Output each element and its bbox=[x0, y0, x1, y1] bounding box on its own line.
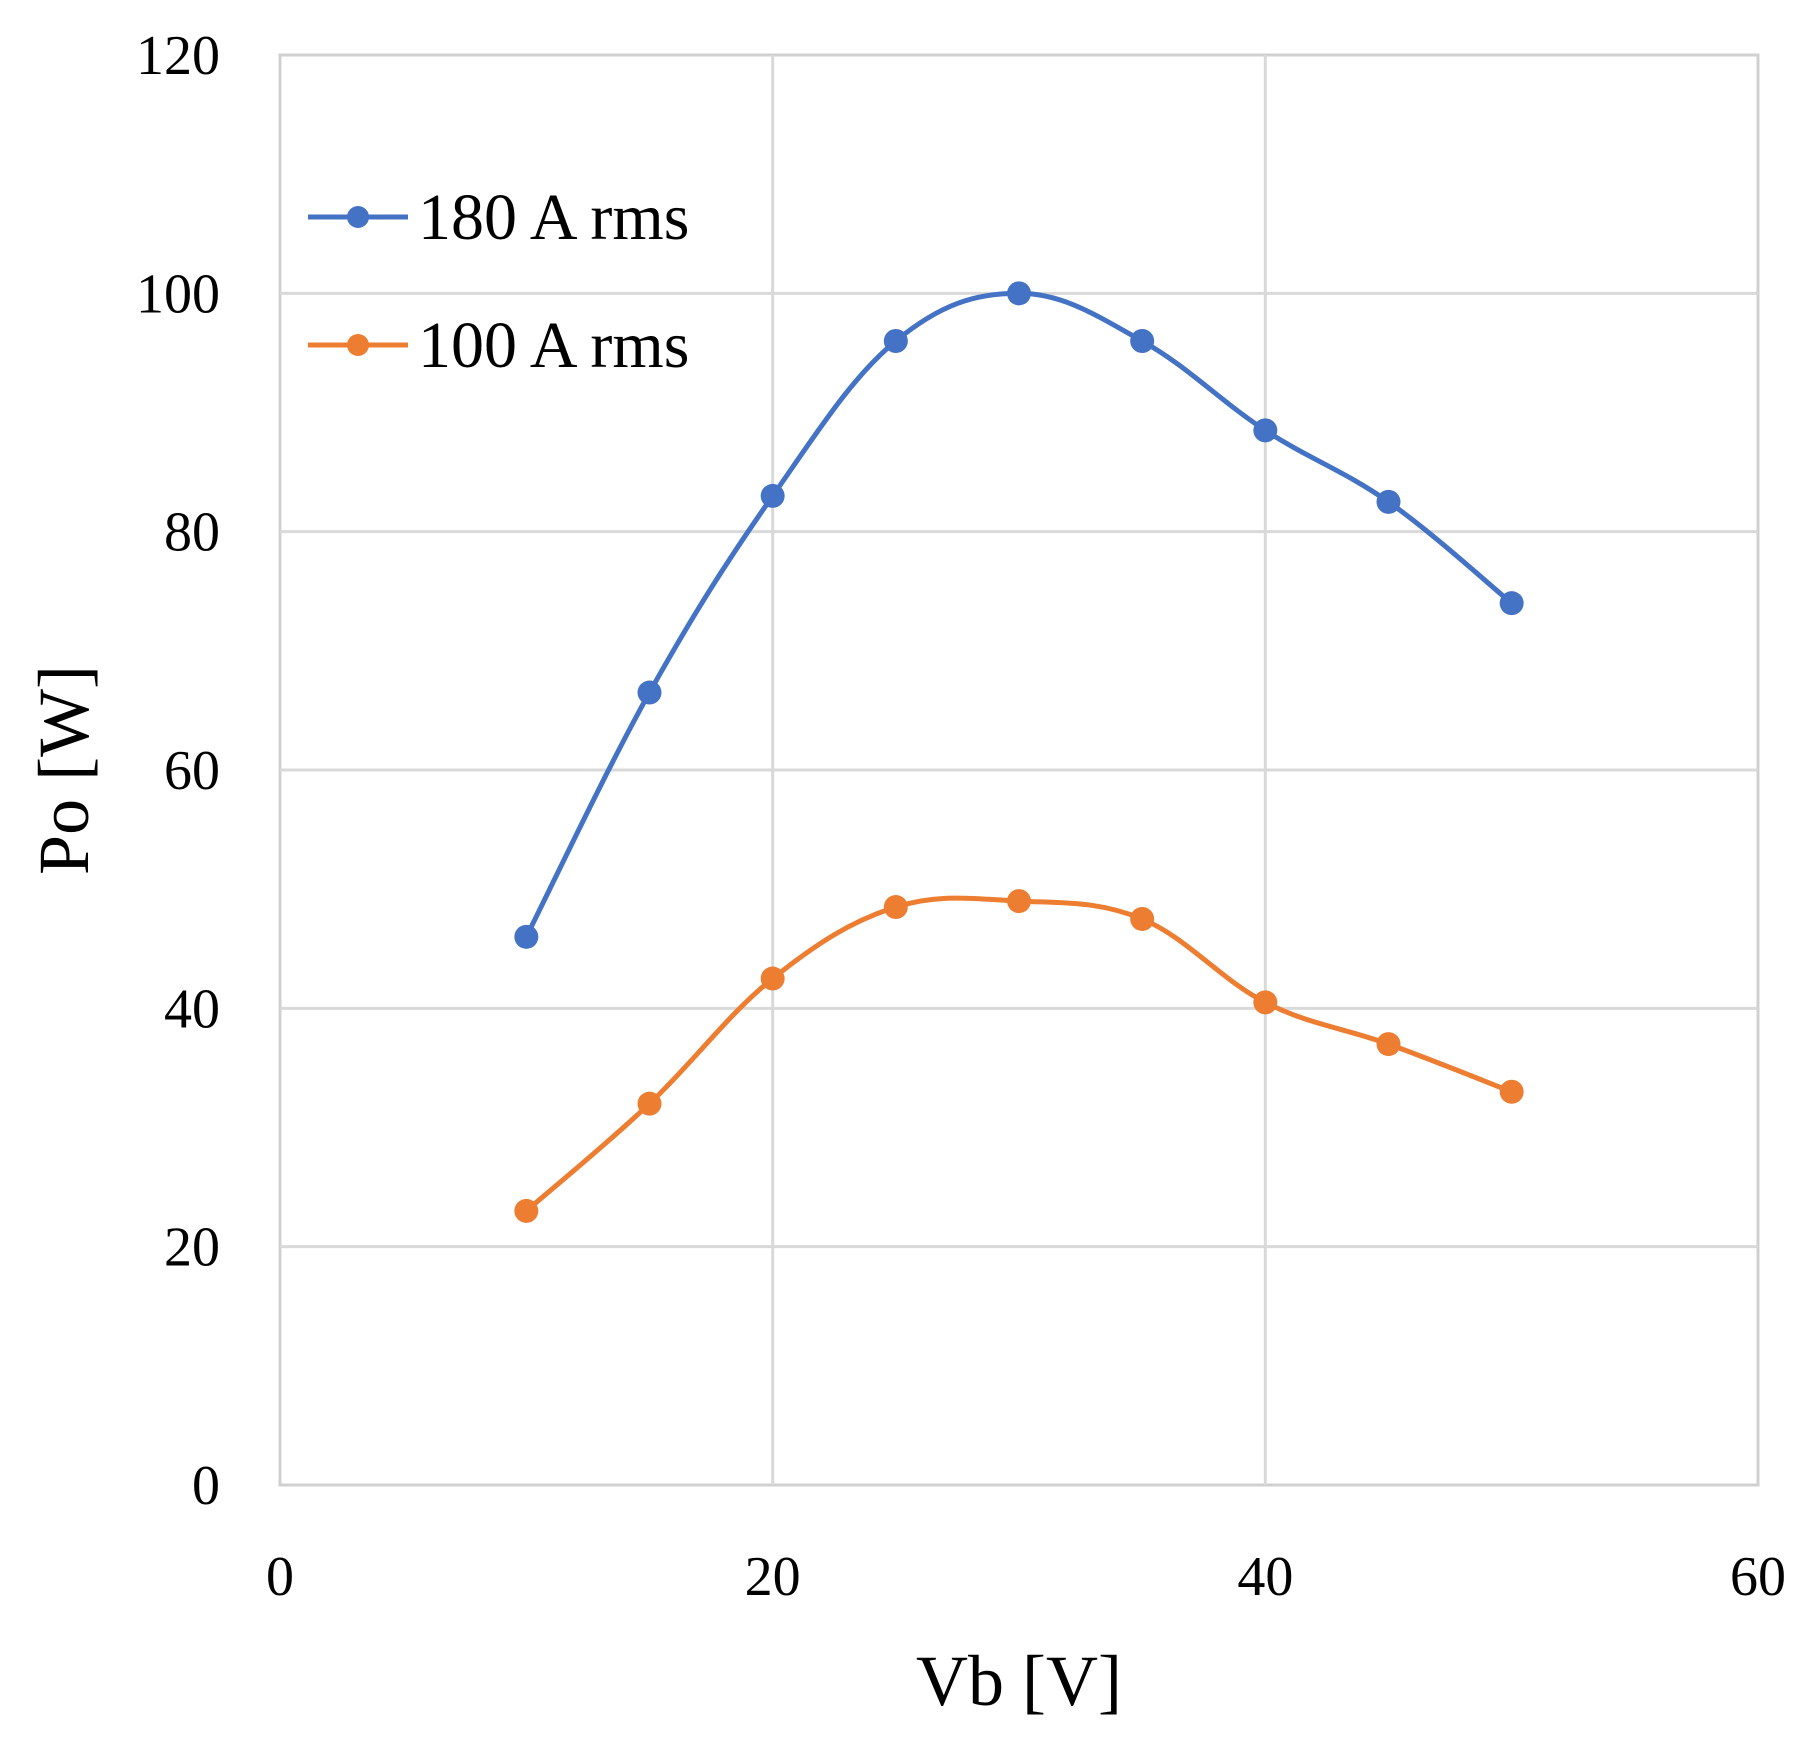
legend-label-180-a-rms: 180 A rms bbox=[418, 181, 689, 254]
data-point-180-a-rms-30 bbox=[1007, 281, 1031, 306]
y-tick-label-100: 100 bbox=[136, 263, 220, 325]
data-point-180-a-rms-15 bbox=[637, 680, 662, 705]
gridlines bbox=[280, 55, 1758, 1485]
data-point-100-a-rms-15 bbox=[637, 1091, 662, 1116]
data-point-180-a-rms-45 bbox=[1376, 489, 1401, 514]
y-tick-label-20: 20 bbox=[164, 1217, 220, 1279]
legend-entry-100-a-rms: 100 A rms bbox=[308, 309, 689, 382]
x-axis-title: Vb [V] bbox=[916, 1641, 1122, 1721]
y-axis-tick-labels: 0 20 40 60 80 100 120 bbox=[136, 25, 220, 1517]
y-tick-label-0: 0 bbox=[192, 1455, 220, 1517]
x-tick-label-40: 40 bbox=[1237, 1546, 1293, 1608]
legend-swatch-marker-100-a-rms bbox=[347, 334, 369, 356]
y-axis-title: Po [W] bbox=[24, 665, 104, 875]
y-tick-label-60: 60 bbox=[164, 740, 220, 802]
data-point-100-a-rms-30 bbox=[1007, 889, 1031, 914]
data-point-180-a-rms-50 bbox=[1499, 591, 1524, 616]
data-point-180-a-rms-40 bbox=[1253, 418, 1278, 443]
series-100-a-rms bbox=[514, 889, 1524, 1223]
data-point-180-a-rms-20 bbox=[760, 483, 785, 508]
series-180-a-rms bbox=[514, 281, 1524, 949]
data-point-100-a-rms-20 bbox=[760, 966, 785, 991]
x-tick-label-0: 0 bbox=[266, 1546, 294, 1608]
x-tick-label-20: 20 bbox=[745, 1546, 801, 1608]
y-tick-label-120: 120 bbox=[136, 25, 220, 87]
legend-label-100-a-rms: 100 A rms bbox=[418, 309, 689, 382]
data-point-100-a-rms-50 bbox=[1499, 1079, 1524, 1104]
x-axis-tick-labels: 0 20 40 60 bbox=[266, 1546, 1786, 1608]
data-point-180-a-rms-10 bbox=[514, 924, 539, 949]
y-tick-label-40: 40 bbox=[164, 978, 220, 1040]
data-point-100-a-rms-35 bbox=[1130, 906, 1155, 931]
y-tick-label-80: 80 bbox=[164, 502, 220, 564]
series-line-180-a-rms bbox=[523, 290, 1515, 940]
data-point-180-a-rms-35 bbox=[1130, 329, 1155, 353]
data-point-180-a-rms-25 bbox=[883, 329, 908, 353]
data-point-100-a-rms-25 bbox=[883, 895, 908, 920]
x-tick-label-60: 60 bbox=[1730, 1546, 1786, 1608]
data-point-100-a-rms-45 bbox=[1376, 1032, 1401, 1057]
legend: 180 A rms 100 A rms bbox=[308, 181, 689, 382]
data-point-100-a-rms-40 bbox=[1253, 990, 1278, 1015]
data-point-100-a-rms-10 bbox=[514, 1198, 539, 1223]
legend-swatch-marker-180-a-rms bbox=[347, 206, 369, 228]
legend-entry-180-a-rms: 180 A rms bbox=[308, 181, 689, 254]
series-layer bbox=[514, 281, 1524, 1223]
